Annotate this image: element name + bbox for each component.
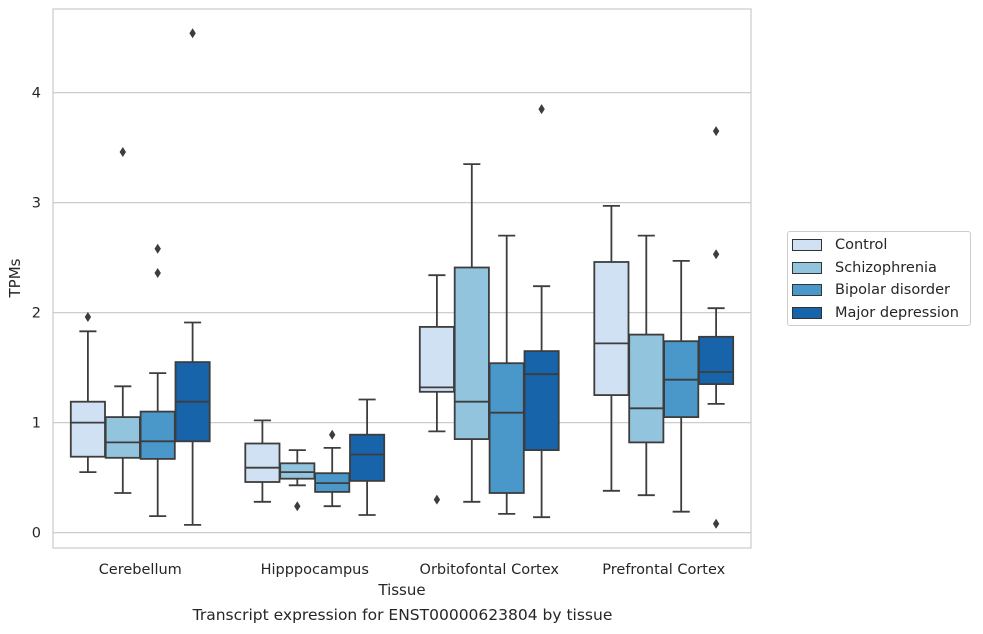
box [418,325,455,393]
x-tick-label: Hipppocampus [261,562,369,578]
y-axis-label: TPMs [6,258,24,298]
outlier-point [712,518,720,529]
box-series [69,28,735,529]
box-group [488,234,525,515]
box [279,462,316,480]
legend-item: Major depression [792,303,959,323]
box [244,442,281,483]
y-tick-label: 1 [32,416,41,432]
box-group [698,126,735,529]
box [104,416,141,459]
legend-item: Schizophrenia [792,258,937,278]
box [69,400,106,458]
outlier-point [433,494,441,505]
box [349,433,386,482]
box-group [69,312,106,474]
legend-item: Control [792,235,887,255]
legend-label: Control [835,237,888,253]
legend: Control Schizophrenia Bipolar disorder Majo… [787,231,971,326]
outlier-point [189,28,196,39]
legend-label: Schizophrenia [835,259,937,276]
y-tick-label: 3 [32,196,41,212]
outlier-point [294,501,301,512]
outlier-point [154,268,161,278]
outlier-point [84,312,92,322]
legend-swatch [792,239,822,251]
box-group [314,429,351,508]
x-tick-labels: Cerebellum Hipppocampus Orbitofontal Corte… [99,562,726,578]
box-group [628,234,665,497]
outlier-point [154,243,161,254]
box [593,261,630,397]
outlier-point [712,126,720,137]
box-group [663,259,700,513]
legend-swatch [792,261,822,274]
legend-swatch [792,306,822,319]
box-group [453,163,490,503]
box [628,333,665,444]
box [698,335,735,385]
box-group [523,104,560,519]
legend-swatch [792,284,822,296]
box-group [104,147,141,494]
x-axis-label: Tissue [377,581,425,599]
y-tick-label: 0 [32,526,41,542]
box-group [174,28,211,526]
box-group [349,398,386,516]
box [523,350,560,452]
legend-label: Major depression [835,304,959,321]
outlier-point [712,249,720,260]
legend-label: Bipolar disorder [835,282,950,298]
legend-item: Bipolar disorder [792,280,950,300]
chart-caption: Transcript expression for ENST0000062380… [192,606,613,624]
box [488,362,525,494]
box [453,266,490,441]
x-tick-label: Orbitofontal Cortex [420,562,560,578]
outlier-point [119,147,126,157]
box-group [279,449,316,512]
x-tick-label: Cerebellum [99,562,182,578]
outlier-point [538,104,545,115]
y-tick-label: 2 [32,306,41,322]
x-tick-label: Prefrontal Cortex [602,562,725,578]
box-group [593,204,630,492]
box-group [139,243,176,517]
y-tick-label: 4 [32,86,41,102]
box [139,410,176,460]
outlier-point [329,429,336,440]
y-tick-labels: 0 1 2 3 4 [32,86,41,542]
box-group [244,419,281,503]
